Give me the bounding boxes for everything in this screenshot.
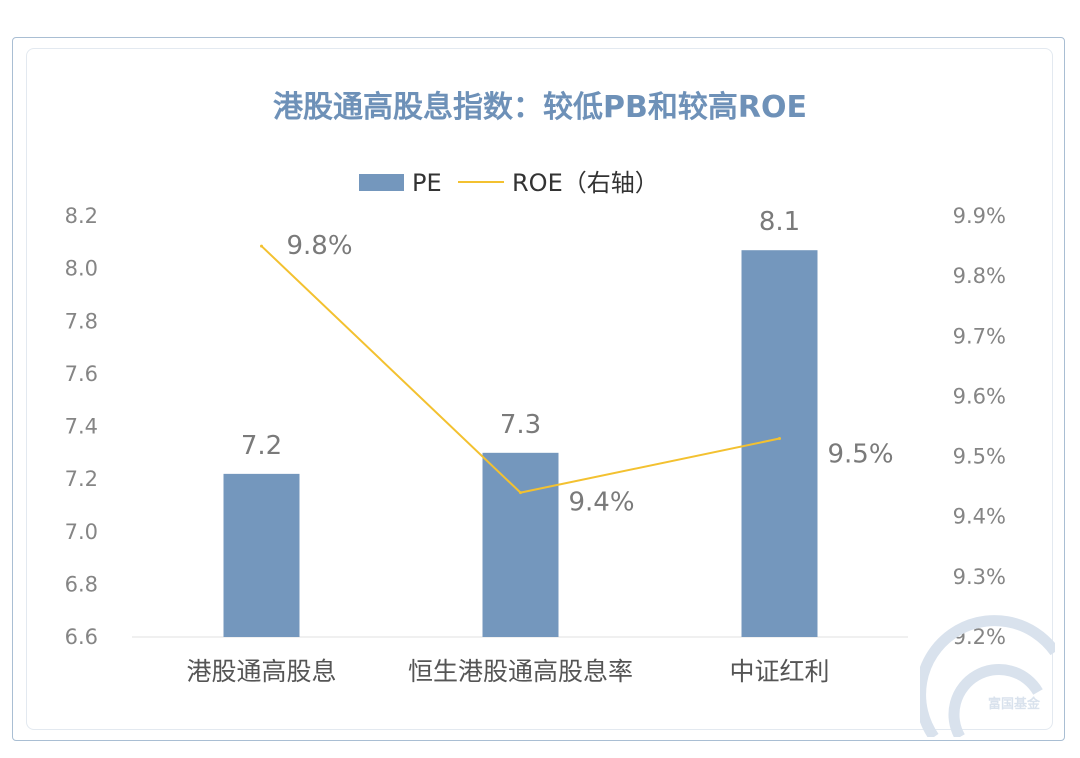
x-axis: 港股通高股息 恒生港股通高股息率 中证红利 (186, 657, 829, 686)
x-tick-label: 中证红利 (729, 657, 829, 686)
y-left-tick-label: 7.0 (65, 520, 98, 544)
y-right-tick-label: 9.7% (953, 324, 1006, 348)
line-point-roe (519, 491, 522, 495)
legend-swatch-pe (359, 174, 404, 191)
bar-pe (223, 473, 300, 637)
chart-frame-outer (12, 37, 1065, 741)
line-data-label: 9.8% (287, 231, 353, 261)
y-right-tick-label: 9.6% (953, 384, 1006, 408)
y-right-tick-label: 9.9% (953, 204, 1006, 228)
bar-pe (482, 452, 559, 637)
line-series-roe (260, 244, 781, 495)
y-left-tick-label: 7.2 (65, 467, 98, 491)
y-left-tick-label: 8.0 (65, 257, 98, 281)
bar-data-label: 8.1 (759, 207, 800, 237)
line-point-roe (778, 437, 781, 441)
legend: PE ROE（右轴） (359, 169, 659, 197)
chart-title: 港股通高股息指数：较低PB和较高ROE (273, 90, 807, 125)
line-point-roe (260, 244, 263, 248)
chart-frame-inner (26, 48, 1053, 730)
bar-data-label: 7.2 (241, 431, 282, 461)
bar-labels-pe: 7.2 7.3 8.1 (241, 207, 800, 461)
bar-data-label: 7.3 (500, 410, 541, 440)
bar-series-pe (223, 250, 818, 638)
y-axis-right: 9.2%9.3%9.4%9.5%9.6%9.7%9.8%9.9% (953, 204, 1006, 649)
y-left-tick-label: 6.8 (65, 572, 98, 596)
y-left-tick-label: 8.2 (65, 204, 98, 228)
y-axis-left: 6.6 6.8 7.0 7.2 7.4 7.6 7.8 8.0 8.2 (65, 204, 98, 649)
y-left-tick-label: 7.4 (65, 415, 98, 439)
line-labels-roe: 9.8% 9.4% 9.5% (287, 231, 894, 518)
y-right-tick-label: 9.3% (953, 565, 1006, 589)
logo-arc-outer (920, 615, 1055, 737)
y-left-tick-label: 6.6 (65, 625, 98, 649)
legend-label-roe: ROE（右轴） (512, 169, 659, 197)
logo-arc-inner (948, 664, 1043, 737)
y-right-tick-label: 9.4% (953, 505, 1006, 529)
x-tick-label: 恒生港股通高股息率 (408, 657, 633, 686)
y-left-tick-label: 7.8 (65, 309, 98, 333)
y-right-tick-label: 9.5% (953, 445, 1006, 469)
x-tick-label: 港股通高股息 (186, 657, 336, 686)
line-data-label: 9.5% (828, 440, 894, 470)
line-data-label: 9.4% (569, 488, 635, 518)
legend-label-pe: PE (412, 169, 442, 197)
fullgoal-logo-watermark: 富国基金 (920, 615, 1055, 737)
y-left-tick-label: 7.6 (65, 362, 98, 386)
watermark-text: 富国基金 (988, 696, 1041, 712)
y-right-tick-label: 9.8% (953, 264, 1006, 288)
